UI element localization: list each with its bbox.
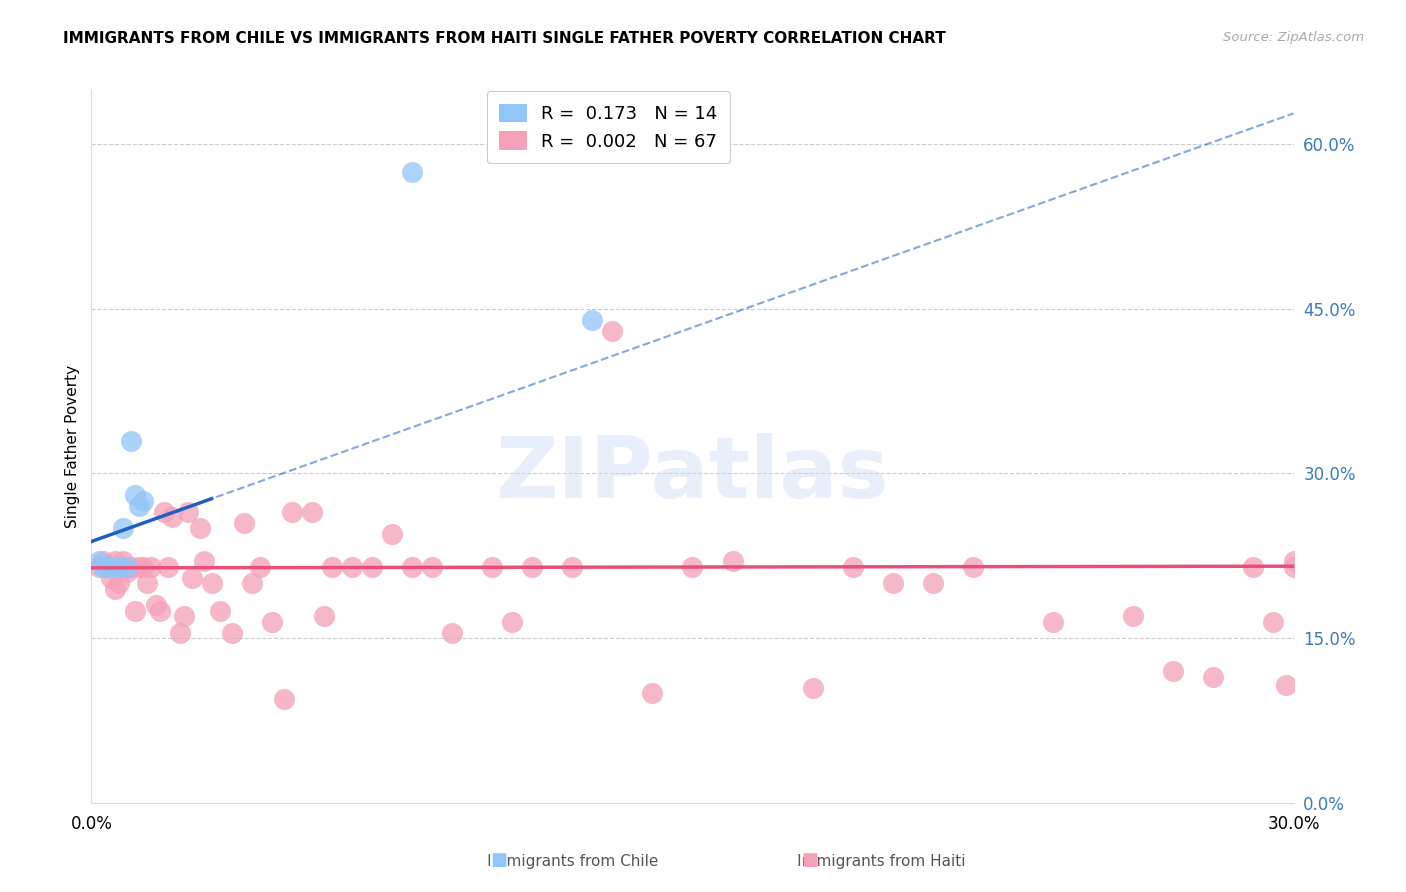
- Point: [1202, 669, 1225, 683]
- Point: [136, 576, 159, 591]
- Text: ZIPatlas: ZIPatlas: [495, 433, 890, 516]
- Point: [121, 434, 143, 448]
- Point: [1263, 615, 1285, 629]
- Point: [221, 625, 243, 640]
- Point: [128, 500, 150, 514]
- Point: [561, 559, 583, 574]
- Y-axis label: Single Father Poverty: Single Father Poverty: [65, 365, 80, 527]
- Point: [801, 681, 824, 695]
- Point: [1274, 678, 1296, 692]
- Point: [176, 505, 198, 519]
- Point: [232, 516, 254, 530]
- Text: Immigrants from Chile: Immigrants from Chile: [453, 854, 658, 869]
- Point: [581, 312, 603, 326]
- Point: [360, 559, 382, 574]
- Point: [96, 559, 118, 574]
- Point: [481, 559, 503, 574]
- Point: [124, 604, 146, 618]
- Point: [100, 559, 122, 574]
- Point: [1042, 615, 1064, 629]
- Point: [1243, 559, 1265, 574]
- Point: [249, 559, 271, 574]
- Point: [156, 559, 179, 574]
- Text: Source: ZipAtlas.com: Source: ZipAtlas.com: [1223, 31, 1364, 45]
- Point: [281, 505, 304, 519]
- Point: [145, 598, 167, 612]
- Point: [321, 559, 343, 574]
- Point: [173, 609, 195, 624]
- Point: [401, 164, 423, 178]
- Point: [1282, 554, 1305, 568]
- Point: [1282, 559, 1305, 574]
- Point: [1163, 664, 1185, 678]
- Point: [104, 554, 127, 568]
- Point: [201, 576, 224, 591]
- Point: [121, 559, 143, 574]
- Point: [641, 686, 664, 700]
- Point: [1122, 609, 1144, 624]
- Point: [160, 510, 183, 524]
- Point: [340, 559, 363, 574]
- Point: [721, 554, 744, 568]
- Point: [93, 554, 115, 568]
- Point: [96, 559, 118, 574]
- Point: [602, 324, 624, 338]
- Text: ■: ■: [491, 851, 508, 869]
- Point: [108, 559, 131, 574]
- Point: [681, 559, 703, 574]
- Point: [420, 559, 443, 574]
- Point: [128, 559, 150, 574]
- Point: [108, 576, 131, 591]
- Text: Immigrants from Haiti: Immigrants from Haiti: [763, 854, 966, 869]
- Point: [273, 691, 295, 706]
- Point: [93, 559, 115, 574]
- Point: [962, 559, 984, 574]
- Point: [169, 625, 191, 640]
- Text: ■: ■: [801, 851, 818, 869]
- Point: [152, 505, 174, 519]
- Legend: R =  0.173   N = 14, R =  0.002   N = 67: R = 0.173 N = 14, R = 0.002 N = 67: [486, 91, 730, 163]
- Point: [132, 559, 155, 574]
- Text: IMMIGRANTS FROM CHILE VS IMMIGRANTS FROM HAITI SINGLE FATHER POVERTY CORRELATION: IMMIGRANTS FROM CHILE VS IMMIGRANTS FROM…: [63, 31, 946, 46]
- Point: [401, 559, 423, 574]
- Point: [501, 615, 523, 629]
- Point: [100, 571, 122, 585]
- Point: [141, 559, 163, 574]
- Point: [104, 559, 127, 574]
- Point: [312, 609, 335, 624]
- Point: [260, 615, 283, 629]
- Point: [882, 576, 904, 591]
- Point: [100, 559, 122, 574]
- Point: [922, 576, 945, 591]
- Point: [208, 604, 231, 618]
- Point: [117, 559, 139, 574]
- Point: [381, 526, 404, 541]
- Point: [522, 559, 544, 574]
- Point: [188, 521, 211, 535]
- Point: [132, 494, 155, 508]
- Point: [148, 604, 170, 618]
- Point: [301, 505, 323, 519]
- Point: [104, 582, 127, 596]
- Point: [180, 571, 202, 585]
- Point: [112, 554, 135, 568]
- Point: [89, 554, 111, 568]
- Point: [117, 566, 139, 580]
- Point: [240, 576, 263, 591]
- Point: [841, 559, 863, 574]
- Point: [89, 559, 111, 574]
- Point: [124, 488, 146, 502]
- Point: [193, 554, 215, 568]
- Point: [440, 625, 463, 640]
- Point: [112, 521, 135, 535]
